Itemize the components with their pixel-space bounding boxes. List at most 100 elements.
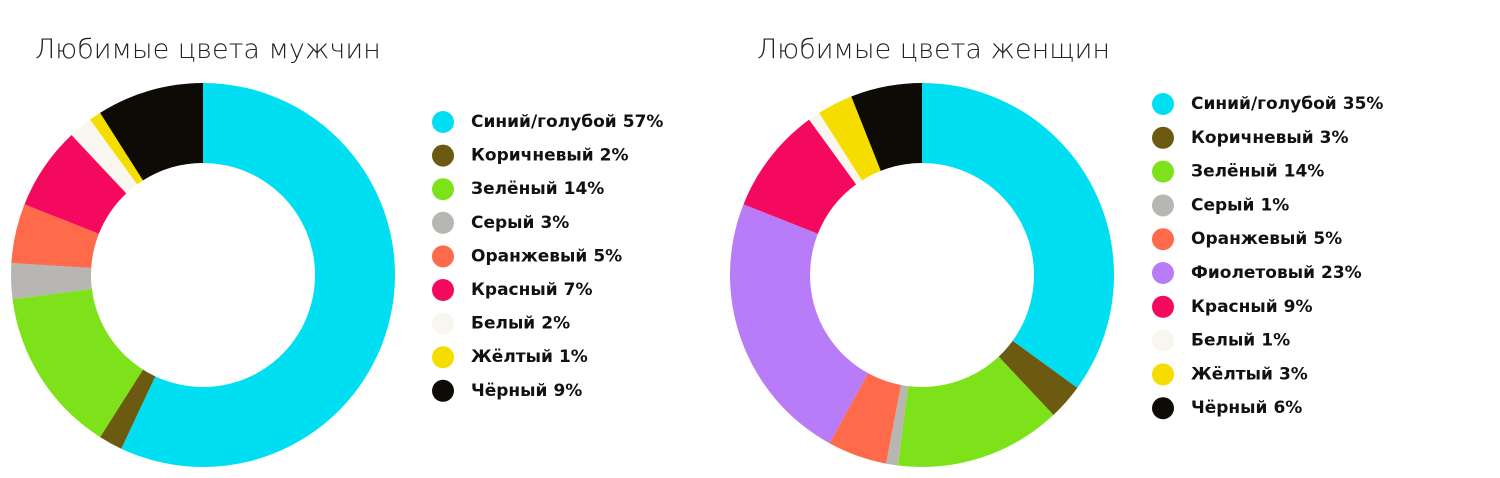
legend-name: Коричневый [1191,128,1314,148]
slice [24,135,127,234]
legend-value: 2% [541,314,570,334]
legend-name: Коричневый [471,146,594,166]
legend-swatch [432,178,454,201]
legend-swatch [432,346,454,369]
legend-label: Оранжевый 5% [471,246,622,266]
slice [897,356,1054,467]
legend-value: 5% [1313,229,1342,249]
legend-swatch [1152,397,1174,420]
legend-label: Синий/голубой 35% [1191,94,1383,114]
legend-swatch [1152,363,1174,386]
legend-swatch [1152,160,1174,183]
legend-label: Коричневый 2% [471,146,629,166]
slice [886,385,908,466]
legend-swatch [432,211,454,234]
legend-swatch [432,111,454,133]
slice [71,119,138,194]
legend-value: 3% [1320,128,1349,148]
legend-name: Серый [471,213,534,233]
legend-name: Оранжевый [471,246,587,266]
legend-swatch [432,245,454,268]
legend-name: Красный [471,280,558,300]
slice [998,340,1078,415]
legend-swatch [432,379,454,402]
slice [100,83,203,181]
legend-swatch [1152,262,1174,284]
slice [922,83,1114,388]
chart-title: Любимые цвета мужчин [35,34,381,65]
donut-chart: Любимые цвета женщин Синий/голубой 35% Кори… [729,34,1383,467]
legend-label: Жёлтый 3% [1191,364,1308,384]
legend-label: Серый 1% [1191,195,1289,215]
legend-label: Жёлтый 1% [471,347,588,367]
legend-name: Синий/голубой [471,112,617,132]
legend-label: Фиолетовый 23% [1191,263,1362,283]
legend-label: Красный 9% [1191,297,1313,317]
legend-value: 6% [1273,398,1302,418]
legend-label: Коричневый 3% [1191,128,1349,148]
legend-swatch [432,279,454,301]
legend-name: Фиолетовый [1191,263,1315,283]
legend-label: Чёрный 9% [471,381,582,401]
legend-label: Оранжевый 5% [1191,229,1342,249]
legend-label: Зелёный 14% [471,179,604,199]
legend-value: 1% [1260,195,1289,215]
legend-swatch [1152,194,1174,217]
legend-name: Жёлтый [471,347,553,367]
legend-label: Серый 3% [471,213,569,233]
legend-name: Белый [471,314,535,334]
legend-value: 35% [1343,94,1384,114]
slice [851,83,922,171]
slice [10,262,92,300]
slice [729,204,869,444]
legend-swatch [432,144,454,167]
legend-value: 9% [1284,297,1313,317]
donut-chart: Любимые цвета мужчин Синий/голубой 57% Кори… [10,34,663,468]
legend-value: 57% [623,112,664,132]
slice [11,204,99,268]
legend-name: Чёрный [471,381,547,401]
legend-swatch [432,312,454,335]
legend-value: 5% [593,246,622,266]
legend-name: Синий/голубой [1191,94,1337,114]
legend-label: Белый 2% [471,314,570,334]
legend-value: 1% [559,347,588,367]
legend-swatch [1152,93,1174,115]
legend-value: 9% [553,381,582,401]
slice [12,289,143,438]
chart-title: Любимые цвета женщин [757,34,1110,65]
legend-value: 3% [540,213,569,233]
legend-name: Чёрный [1191,398,1267,418]
legend-swatch [1152,329,1174,352]
legend-label: Чёрный 6% [1191,398,1302,418]
legend-name: Белый [1191,331,1255,351]
legend-value: 23% [1321,263,1362,283]
legend-value: 3% [1279,364,1308,384]
slice [809,112,862,185]
legend-value: 2% [600,146,629,166]
legend-name: Зелёный [1191,162,1278,182]
slice [90,112,143,185]
legend-swatch [1152,295,1174,318]
legend-swatch [1152,228,1174,251]
legend-value: 1% [1261,331,1290,351]
slice [121,83,396,468]
legend-name: Зелёный [471,179,558,199]
legend-label: Белый 1% [1191,331,1290,351]
legend-label: Зелёный 14% [1191,162,1324,182]
legend-name: Жёлтый [1191,364,1273,384]
legend-label: Красный 7% [471,280,593,300]
legend-name: Красный [1191,297,1278,317]
slice [743,119,857,234]
slice [829,373,902,464]
legend-name: Серый [1191,195,1254,215]
legend-value: 14% [564,179,605,199]
legend-swatch [1152,126,1174,149]
slice [100,369,156,449]
slice [819,96,881,181]
legend-value: 7% [564,280,593,300]
legend-label: Синий/голубой 57% [471,112,663,132]
legend-name: Оранжевый [1191,229,1307,249]
legend-value: 14% [1284,162,1325,182]
